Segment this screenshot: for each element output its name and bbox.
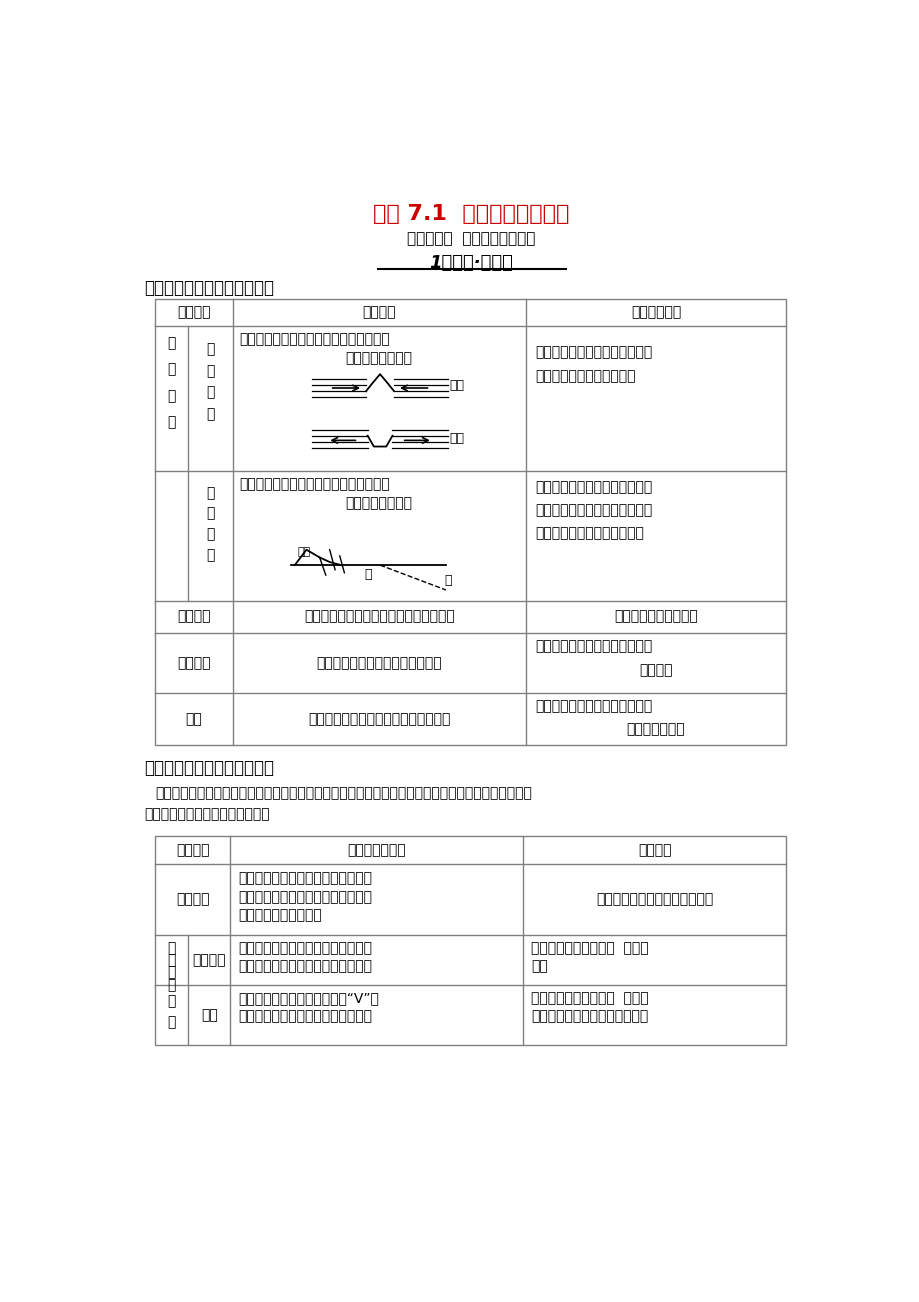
Text: 地表下的岩层的断裂、错动，引起震动: 地表下的岩层的断裂、错动，引起震动 — [308, 712, 450, 727]
Text: 常形成高原、断块山及盆地和平: 常形成高原、断块山及盆地和平 — [535, 480, 652, 495]
Text: 动: 动 — [206, 548, 214, 562]
Text: 湿润、半湿润地区（例  长江三: 湿润、半湿润地区（例 长江三 — [530, 991, 648, 1005]
Text: 考点一、主要内力作用与地貌: 考点一、主要内力作用与地貌 — [144, 280, 274, 297]
Text: 张裂: 张裂 — [449, 432, 464, 445]
Text: 动: 动 — [206, 408, 214, 421]
Text: 沉积作用的影响最为普遍和常见。: 沉积作用的影响最为普遍和常见。 — [144, 807, 270, 822]
Text: 干旱、半干旱地区（例  雅丹地: 干旱、半干旱地区（例 雅丹地 — [530, 941, 648, 954]
Text: 挤压: 挤压 — [449, 379, 464, 392]
Text: 壳基础上演变而来的）: 壳基础上演变而来的） — [238, 909, 322, 923]
Text: 外力作用: 外力作用 — [176, 842, 210, 857]
Text: 动: 动 — [167, 415, 176, 428]
Text: 变迁和地势起伏: 变迁和地势起伏 — [626, 723, 685, 736]
Text: 壳: 壳 — [167, 362, 176, 376]
Text: 垂: 垂 — [206, 486, 214, 500]
Text: 造成地壳断裂、错动，引起海陆: 造成地壳断裂、错动，引起海陆 — [535, 699, 652, 713]
Text: 水: 水 — [167, 1014, 176, 1029]
Text: 表，形成风化壳（注：土壤是在风化: 表，形成风化壳（注：土壤是在风化 — [238, 891, 372, 904]
Bar — [155, 836, 786, 1044]
Text: 用: 用 — [167, 978, 176, 992]
Text: 规模的隆起和凹陷: 规模的隆起和凹陷 — [346, 496, 413, 510]
Text: 千姿百态的地表形态的形成和发展与五种外力表现形式的共同作用密切相关，其中流水和风力的侵蚀、: 千姿百态的地表形态的形成和发展与五种外力表现形式的共同作用密切相关，其中流水和风… — [155, 786, 531, 801]
Text: 海: 海 — [444, 574, 451, 587]
Text: 地壳运动方向垂直于地表，使岩层发生大: 地壳运动方向垂直于地表，使岩层发生大 — [239, 478, 390, 491]
Text: 专题 7.1  内外力作用与地貌: 专题 7.1 内外力作用与地貌 — [373, 204, 569, 224]
Text: 地震: 地震 — [186, 712, 202, 727]
Text: 岩石在一定的温度、压力作用下发生变质: 岩石在一定的温度、压力作用下发生变质 — [303, 609, 454, 624]
Text: 使地表岩石被破坏，碎屑物残留在地: 使地表岩石被破坏，碎屑物残留在地 — [238, 871, 372, 885]
Text: 意大利那不勒斯湾海岸的变迁: 意大利那不勒斯湾海岸的变迁 — [535, 526, 643, 540]
Text: 使谷底、河床加深加宽，形成“V”型: 使谷底、河床加深加宽，形成“V”型 — [238, 991, 379, 1005]
Text: 形成断裂带和褶皱山脉，如东非: 形成断裂带和褶皱山脉，如东非 — [535, 345, 652, 359]
Text: 运: 运 — [206, 385, 214, 400]
Text: 变质作用: 变质作用 — [177, 609, 210, 624]
Text: 作用方式: 作用方式 — [362, 306, 395, 319]
Text: 流: 流 — [167, 995, 176, 1009]
Text: 平位移和弯曲变化: 平位移和弯曲变化 — [346, 352, 413, 365]
Text: 峡、黄土高原地表的千沟万壑、: 峡、黄土高原地表的千沟万壑、 — [530, 1009, 648, 1023]
Text: 直: 直 — [206, 506, 214, 521]
Text: 岩浆活动: 岩浆活动 — [177, 656, 210, 671]
Text: 大裂谷、喜马拉雅山的形成: 大裂谷、喜马拉雅山的形成 — [535, 368, 635, 383]
Text: 风力吹蚀和磨蚀，形成戈壁、风蚀洼: 风力吹蚀和磨蚀，形成戈壁、风蚀洼 — [238, 941, 372, 954]
Text: 1理考点·打基础: 1理考点·打基础 — [429, 254, 513, 272]
Text: 作: 作 — [167, 966, 176, 979]
Text: 原等地貌，如台湾海峡的形成、: 原等地貌，如台湾海峡的形成、 — [535, 504, 652, 517]
Text: 形成的地貌形态: 形成的地貌形态 — [347, 842, 406, 857]
Text: 侵: 侵 — [167, 941, 176, 954]
Text: 水: 水 — [206, 342, 214, 357]
Text: 陆: 陆 — [364, 568, 372, 581]
Text: 普遍（例：花岗岩的球状风化）: 普遍（例：花岗岩的球状风化） — [596, 892, 712, 906]
Text: 貌）: 貌） — [530, 960, 548, 974]
Text: 考点二、主要外力作用与地貌: 考点二、主要外力作用与地貌 — [144, 759, 274, 777]
Text: 运: 运 — [167, 389, 176, 402]
Text: 核心突破一  内外力作用与地貌: 核心突破一 内外力作用与地貌 — [407, 230, 535, 246]
Text: 如富士山: 如富士山 — [639, 664, 672, 677]
Bar — [155, 298, 786, 745]
Text: 岩浆侵入岩石圈上部或者喷出地表: 岩浆侵入岩石圈上部或者喷出地表 — [316, 656, 442, 671]
Text: 谷，使坡面破猙，形成沟壑纵横的地: 谷，使坡面破猙，形成沟壑纵横的地 — [238, 1009, 372, 1023]
Text: 地: 地 — [167, 336, 176, 350]
Text: 喷出地表后冷却凝固形成火山，: 喷出地表后冷却凝固形成火山， — [535, 639, 652, 654]
Text: 不能直接塑造地表形态: 不能直接塑造地表形态 — [613, 609, 698, 624]
Text: 风力侵蚀: 风力侵蚀 — [192, 953, 226, 966]
Text: 蚀: 蚀 — [167, 953, 176, 967]
Text: 平: 平 — [206, 365, 214, 378]
Text: 风化作用: 风化作用 — [176, 892, 210, 906]
Text: 地壳运动方向平行于地表，使岩层发生水: 地壳运动方向平行于地表，使岩层发生水 — [239, 332, 390, 346]
Text: 分布地区: 分布地区 — [638, 842, 671, 857]
Text: 运动类型: 运动类型 — [177, 306, 210, 319]
Text: 地、风蚀柱、风蚀蘑菇、风蚀城堡等: 地、风蚀柱、风蚀蘑菇、风蚀城堡等 — [238, 960, 372, 974]
Text: 盆地: 盆地 — [297, 547, 311, 557]
Text: 侵蚀: 侵蚀 — [200, 1008, 217, 1022]
Text: 对地貌的影响: 对地貌的影响 — [630, 306, 680, 319]
Text: 运: 运 — [206, 527, 214, 542]
